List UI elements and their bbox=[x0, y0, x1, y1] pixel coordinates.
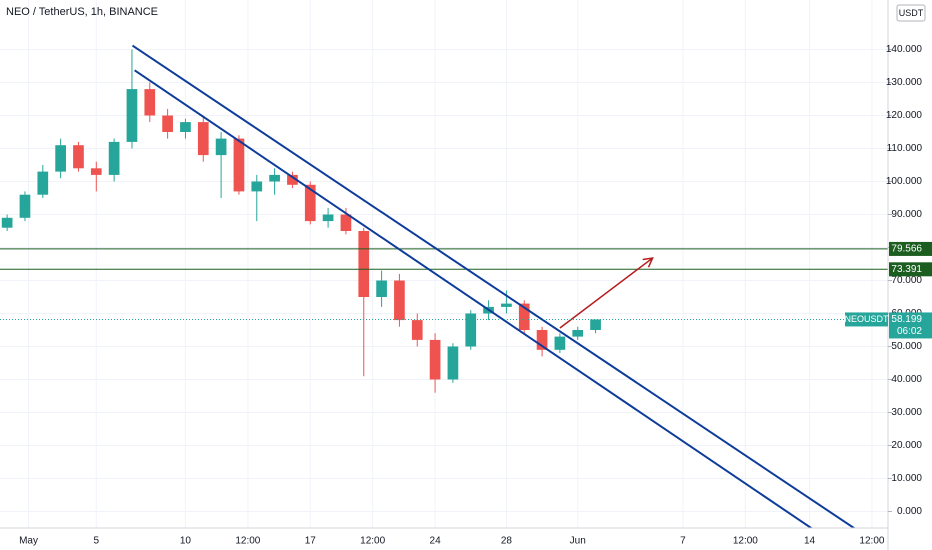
y-tick-label: 70.000 bbox=[891, 275, 922, 286]
candle-body bbox=[108, 141, 120, 175]
trend-line bbox=[134, 69, 813, 528]
candle-body bbox=[1, 217, 13, 228]
candle-body bbox=[55, 145, 66, 172]
candle-body bbox=[19, 194, 31, 218]
candle-body bbox=[411, 320, 423, 340]
trend-line bbox=[131, 44, 856, 528]
x-tick-label: 7 bbox=[680, 536, 686, 547]
candle-body bbox=[340, 214, 352, 231]
x-tick-label: 12:00 bbox=[733, 536, 758, 547]
y-tick-label: 40.000 bbox=[891, 374, 922, 385]
candle-body bbox=[590, 319, 601, 330]
countdown-label: 06:02 bbox=[897, 326, 922, 337]
level-label-bg bbox=[889, 262, 932, 277]
x-tick-label: 10 bbox=[180, 536, 192, 547]
level-label-bg bbox=[889, 241, 932, 256]
x-tick-label: Jun bbox=[570, 536, 586, 547]
candle-body bbox=[358, 231, 370, 297]
candle-body bbox=[572, 330, 584, 337]
candle-body bbox=[394, 280, 405, 321]
y-tick-label: 0.000 bbox=[897, 506, 922, 517]
x-tick-label: 12:00 bbox=[360, 536, 385, 547]
candle-body bbox=[233, 138, 245, 192]
y-tick-label: 90.000 bbox=[891, 209, 922, 220]
last-price-bg bbox=[889, 312, 932, 339]
candle-body bbox=[518, 303, 530, 330]
x-tick-label: 17 bbox=[305, 536, 317, 547]
x-tick-label: 24 bbox=[430, 536, 442, 547]
chart-title: NEO / TetherUS, 1h, BINANCE bbox=[6, 6, 158, 18]
x-tick-label: 12:00 bbox=[859, 536, 884, 547]
candle-body bbox=[304, 184, 316, 222]
symbol-label-bg bbox=[845, 312, 888, 327]
candle-body bbox=[162, 115, 173, 132]
candle-body bbox=[501, 303, 512, 307]
symbol-label: NEOUSDT bbox=[844, 314, 889, 324]
y-tick-label: 50.000 bbox=[891, 341, 922, 352]
plot-area bbox=[0, 44, 888, 528]
candle-body bbox=[37, 171, 49, 195]
y-tick-label: 120.000 bbox=[886, 110, 923, 121]
y-tick-label: 30.000 bbox=[891, 407, 922, 418]
candle-body bbox=[215, 138, 227, 156]
y-tick-label: 100.000 bbox=[886, 176, 923, 187]
axes: 0.00010.00020.00030.00040.00050.00060.00… bbox=[19, 44, 932, 547]
candle-body bbox=[197, 122, 209, 156]
candle-body bbox=[376, 280, 387, 297]
last-price-label: 58.199 bbox=[891, 314, 922, 325]
candle-body bbox=[73, 145, 84, 169]
y-tick-label: 130.000 bbox=[886, 77, 923, 88]
candle-body bbox=[287, 174, 298, 185]
grid bbox=[0, 0, 888, 528]
candle-body bbox=[322, 214, 334, 222]
candle-body bbox=[447, 346, 459, 380]
candle-body bbox=[144, 89, 156, 116]
candle-body bbox=[554, 336, 566, 350]
x-tick-label: 5 bbox=[94, 536, 100, 547]
currency-box[interactable] bbox=[896, 4, 926, 22]
candle-body bbox=[536, 330, 548, 350]
x-tick-label: 12:00 bbox=[235, 536, 260, 547]
x-tick-label: 28 bbox=[501, 536, 513, 547]
candle-body bbox=[180, 122, 191, 132]
currency[interactable]: USDT bbox=[899, 8, 924, 18]
level-label: 73.391 bbox=[891, 264, 922, 275]
candle-body bbox=[465, 313, 477, 347]
candle-body bbox=[126, 89, 138, 142]
candle-body bbox=[90, 168, 102, 175]
candle-body bbox=[269, 174, 280, 182]
y-tick-label: 10.000 bbox=[891, 473, 922, 484]
arrow bbox=[559, 257, 654, 329]
y-tick-label: 20.000 bbox=[891, 440, 922, 451]
level-label: 79.566 bbox=[891, 244, 922, 255]
y-tick-label: 140.000 bbox=[886, 44, 923, 55]
candle-body bbox=[429, 339, 441, 380]
y-tick-label: 110.000 bbox=[887, 143, 923, 154]
candle-body bbox=[251, 181, 263, 192]
x-tick-label: May bbox=[19, 536, 38, 547]
x-tick-label: 14 bbox=[804, 536, 816, 547]
